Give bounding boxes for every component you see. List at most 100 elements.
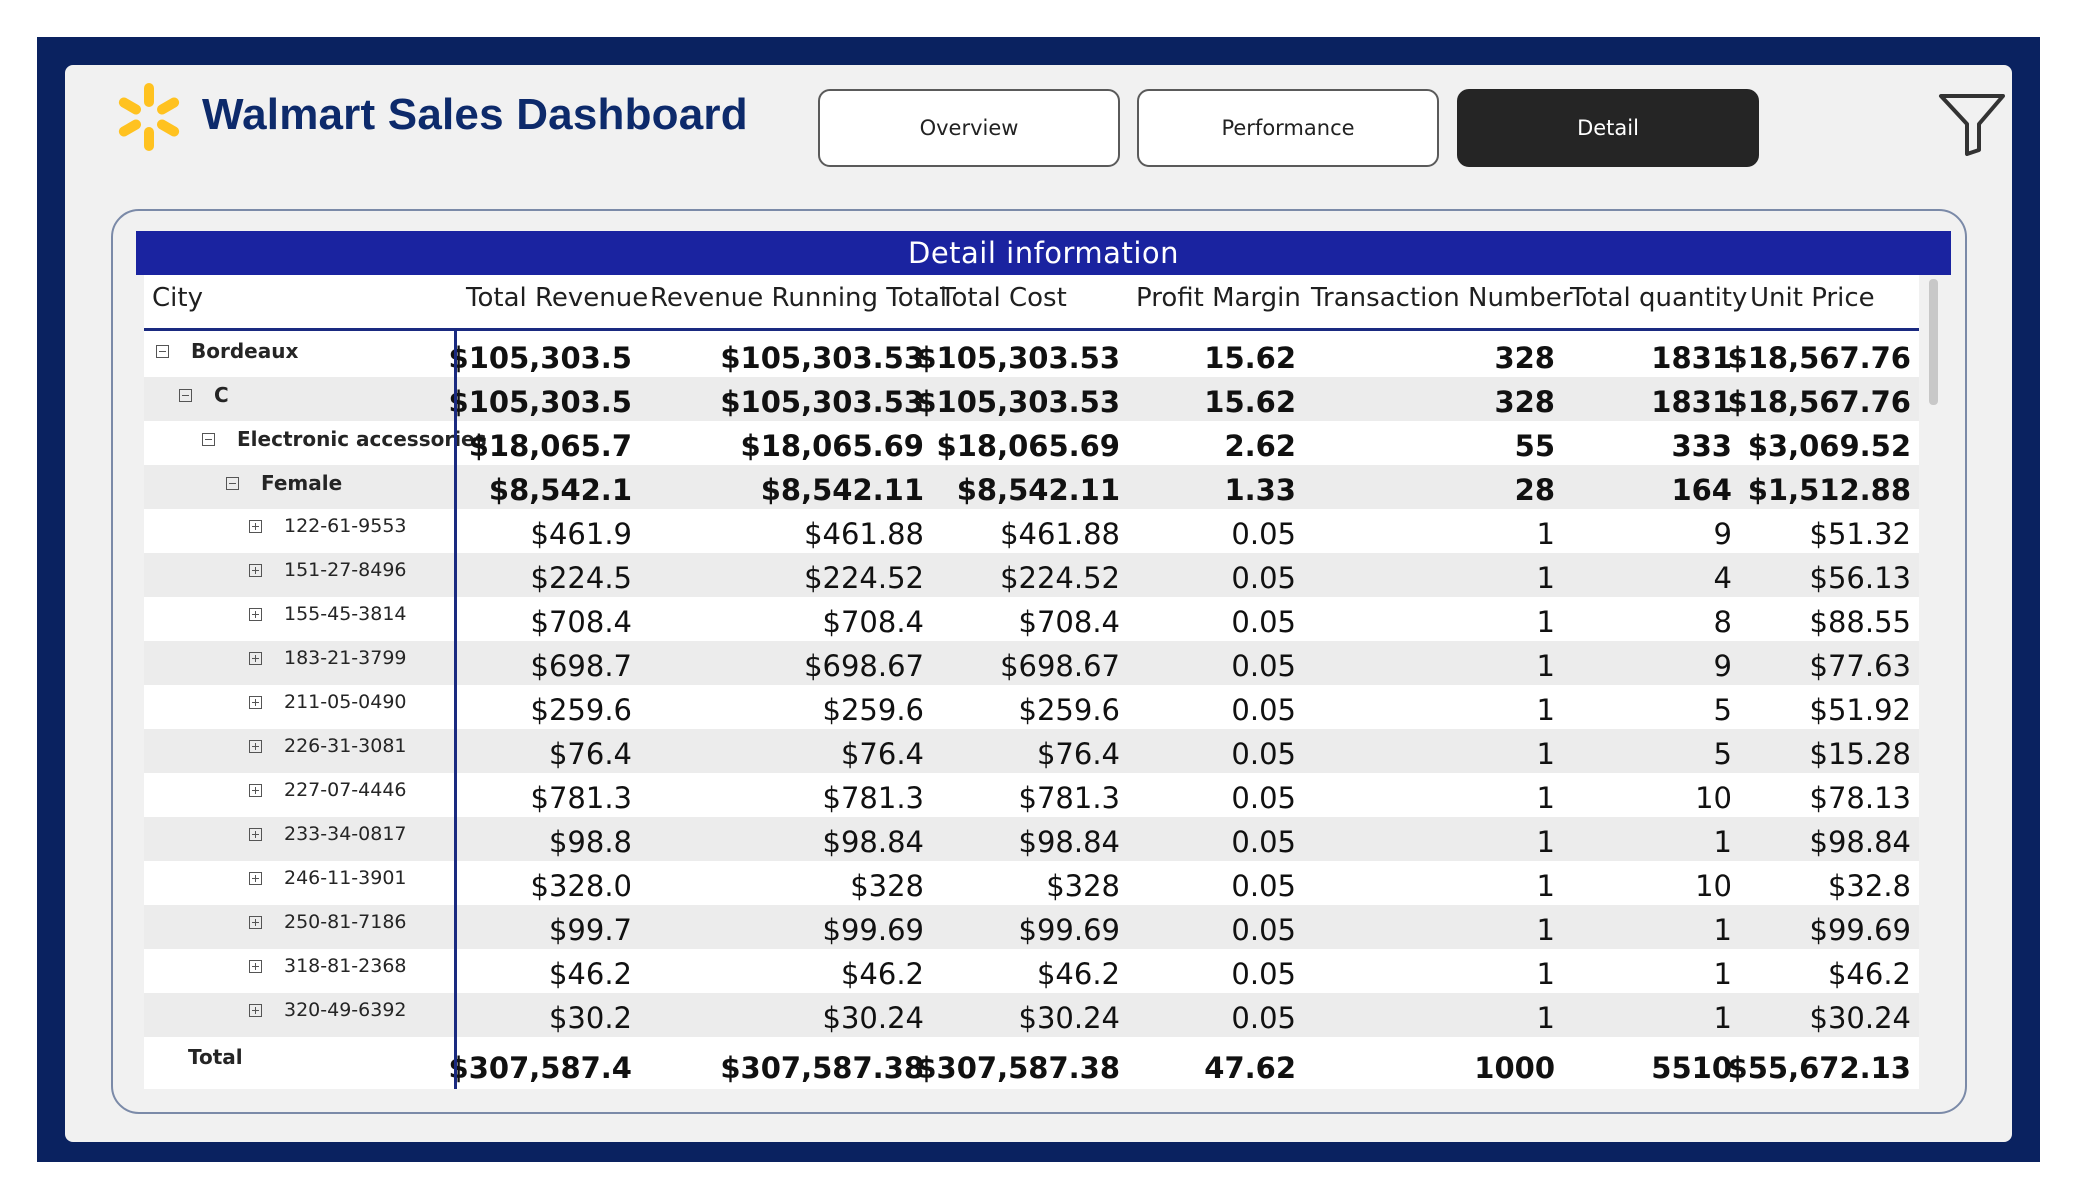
expand-icon[interactable]	[249, 1003, 262, 1017]
cell-total-cost: $105,303.53	[916, 341, 1120, 375]
table-row[interactable]: 211-05-0490 $259.6 $259.6 $259.6 0.05 1 5 $51.9…	[144, 685, 1919, 729]
cell-transaction-number: 1	[1536, 693, 1555, 727]
expand-icon[interactable]	[249, 607, 262, 621]
cell-revenue-running-total: $18,065.69	[740, 429, 924, 463]
expand-icon[interactable]	[249, 519, 262, 533]
row-header-cell: Electronic accessories	[202, 427, 487, 451]
row-header-cell: 227-07-4446	[249, 779, 407, 801]
table-title: Detail information	[136, 231, 1951, 275]
expand-icon[interactable]	[249, 827, 262, 841]
vertical-scrollbar[interactable]	[1929, 279, 1938, 405]
cell-profit-margin: 0.05	[1231, 781, 1296, 815]
table-row[interactable]: Electronic accessories $18,065.7 $18,065.6…	[144, 421, 1919, 465]
cell-total-quantity: 10	[1695, 781, 1732, 815]
column-header-total-quantity[interactable]: Total quantity	[1570, 283, 1748, 313]
cell-total-revenue: $105,303.5	[448, 341, 632, 375]
cell-revenue-running-total: $461.88	[804, 517, 924, 551]
cell-revenue-running-total: $259.6	[822, 693, 924, 727]
filter-icon[interactable]	[1938, 92, 2006, 156]
column-header-total-cost[interactable]: Total Cost	[940, 283, 1067, 313]
collapse-icon[interactable]	[202, 432, 215, 446]
table-row[interactable]: 320-49-6392 $30.2 $30.24 $30.24 0.05 1 1 $30.24	[144, 993, 1919, 1037]
table-row[interactable]: 226-31-3081 $76.4 $76.4 $76.4 0.05 1 5 $15.28	[144, 729, 1919, 773]
collapse-icon[interactable]	[226, 476, 239, 490]
expand-icon[interactable]	[249, 871, 262, 885]
cell-total-quantity: 1831	[1651, 385, 1732, 419]
cell-total-cost: $328	[1046, 869, 1120, 903]
expand-icon[interactable]	[249, 563, 262, 577]
cell-unit-price: $51.92	[1809, 693, 1911, 727]
table-row[interactable]: 227-07-4446 $781.3 $781.3 $781.3 0.05 1 10 $78.…	[144, 773, 1919, 817]
column-header-total-revenue[interactable]: Total Revenue	[466, 283, 649, 313]
cell-unit-price: $32.8	[1827, 869, 1911, 903]
cell-total-cost: $99.69	[1018, 913, 1120, 947]
cell-profit-margin: 0.05	[1231, 649, 1296, 683]
cell-total-quantity: 5510	[1651, 1051, 1732, 1085]
tab-detail[interactable]: Detail	[1457, 89, 1759, 167]
row-header-cell: 122-61-9553	[249, 515, 407, 537]
cell-transaction-number: 1	[1536, 737, 1555, 771]
cell-transaction-number: 28	[1514, 473, 1555, 507]
cell-total-cost: $259.6	[1018, 693, 1120, 727]
cell-total-quantity: 4	[1713, 561, 1732, 595]
table-row[interactable]: 155-45-3814 $708.4 $708.4 $708.4 0.05 1 8 $88.5…	[144, 597, 1919, 641]
cell-profit-margin: 0.05	[1231, 825, 1296, 859]
expand-icon[interactable]	[249, 959, 262, 973]
tab-performance[interactable]: Performance	[1137, 89, 1439, 167]
expand-icon[interactable]	[249, 915, 262, 929]
cell-total-cost: $98.84	[1018, 825, 1120, 859]
table-row[interactable]: 233-34-0817 $98.8 $98.84 $98.84 0.05 1 1 $98.84	[144, 817, 1919, 861]
expand-icon[interactable]	[249, 783, 262, 797]
cell-total-quantity: 5	[1713, 737, 1732, 771]
cell-total-revenue: $461.9	[530, 517, 632, 551]
collapse-icon[interactable]	[179, 388, 192, 402]
column-header-city[interactable]: City	[152, 283, 203, 313]
row-label: 320-49-6392	[284, 999, 407, 1021]
expand-icon[interactable]	[249, 695, 262, 709]
detail-matrix[interactable]: City Total Revenue Revenue Running Total…	[144, 275, 1919, 1089]
table-row[interactable]: 151-27-8496 $224.5 $224.52 $224.52 0.05 1 4 $56…	[144, 553, 1919, 597]
column-header-profit-margin[interactable]: Profit Margin	[1136, 283, 1301, 313]
cell-revenue-running-total: $76.4	[840, 737, 924, 771]
cell-profit-margin: 0.05	[1231, 693, 1296, 727]
expand-icon[interactable]	[249, 739, 262, 753]
cell-revenue-running-total: $708.4	[822, 605, 924, 639]
cell-unit-price: $56.13	[1809, 561, 1911, 595]
cell-total-quantity: 1831	[1651, 341, 1732, 375]
row-header-cell: 151-27-8496	[249, 559, 407, 581]
column-header-revenue-running-total[interactable]: Revenue Running Total	[650, 283, 948, 313]
table-row[interactable]: C $105,303.5 $105,303.53 $105,303.53 15.62 32…	[144, 377, 1919, 421]
table-row[interactable]: 246-11-3901 $328.0 $328 $328 0.05 1 10 $32.8	[144, 861, 1919, 905]
table-row[interactable]: 318-81-2368 $46.2 $46.2 $46.2 0.05 1 1 $46.2	[144, 949, 1919, 993]
row-header-divider	[454, 331, 457, 1089]
row-header-cell: Female	[226, 471, 342, 495]
expand-icon[interactable]	[249, 651, 262, 665]
cell-transaction-number: 1	[1536, 517, 1555, 551]
cell-total-cost: $698.67	[1000, 649, 1120, 683]
cell-profit-margin: 0.05	[1231, 737, 1296, 771]
column-header-unit-price[interactable]: Unit Price	[1750, 283, 1875, 313]
table-row[interactable]: 250-81-7186 $99.7 $99.69 $99.69 0.05 1 1 $99.69	[144, 905, 1919, 949]
cell-total-revenue: $698.7	[530, 649, 632, 683]
cell-total-revenue: $99.7	[548, 913, 632, 947]
row-header-cell: 320-49-6392	[249, 999, 407, 1021]
column-header-transaction-number[interactable]: Transaction Number	[1311, 283, 1573, 313]
row-label: 183-21-3799	[284, 647, 407, 669]
total-row[interactable]: Total $307,587.4 $307,587.38 $307,587.38 47.…	[144, 1039, 1919, 1089]
row-label: 246-11-3901	[284, 867, 407, 889]
table-row[interactable]: 122-61-9553 $461.9 $461.88 $461.88 0.05 1 9 $51…	[144, 509, 1919, 553]
cell-revenue-running-total: $224.52	[804, 561, 924, 595]
cell-revenue-running-total: $99.69	[822, 913, 924, 947]
cell-unit-price: $78.13	[1809, 781, 1911, 815]
row-header-cell: 250-81-7186	[249, 911, 407, 933]
table-row[interactable]: Bordeaux $105,303.5 $105,303.53 $105,303.53…	[144, 333, 1919, 377]
table-row[interactable]: Female $8,542.1 $8,542.11 $8,542.11 1.33 28 16…	[144, 465, 1919, 509]
table-row[interactable]: 183-21-3799 $698.7 $698.67 $698.67 0.05 1 9 $77…	[144, 641, 1919, 685]
collapse-icon[interactable]	[156, 344, 169, 358]
cell-unit-price: $30.24	[1809, 1001, 1911, 1035]
tab-overview[interactable]: Overview	[818, 89, 1120, 167]
cell-revenue-running-total: $30.24	[822, 1001, 924, 1035]
cell-total-cost: $18,065.69	[936, 429, 1120, 463]
cell-revenue-running-total: $98.84	[822, 825, 924, 859]
row-label: 155-45-3814	[284, 603, 407, 625]
